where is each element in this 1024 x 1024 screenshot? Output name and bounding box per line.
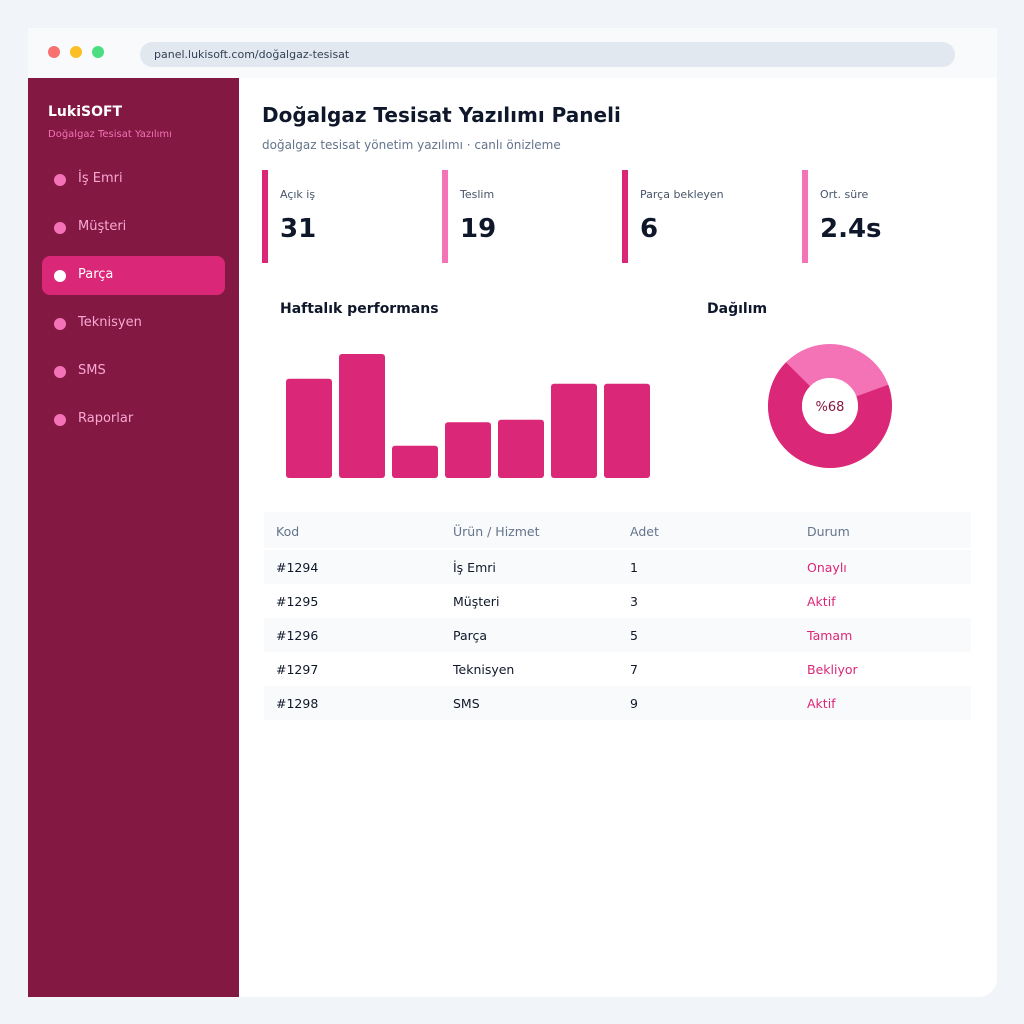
donut-hole <box>802 378 858 434</box>
table-header: Kod Ürün / Hizmet Adet Durum <box>264 512 971 548</box>
nav-label: Parça <box>78 267 114 282</box>
table-row[interactable]: #1295 Müşteri 3 Aktif <box>264 584 971 618</box>
chart-title: Dağılım <box>707 301 768 317</box>
page-title: Doğalgaz Tesisat Yazılımı Paneli <box>262 103 621 127</box>
table-cell: #1297 <box>276 662 319 677</box>
stat-label: Açık iş <box>280 188 316 201</box>
nav-icon <box>54 270 66 282</box>
nav-item[interactable]: Parça <box>42 256 225 295</box>
stat-label: Ort. süre <box>820 188 869 201</box>
nav-item[interactable]: SMS <box>42 352 225 391</box>
nav-item[interactable]: Teknisyen <box>42 304 225 343</box>
stat-value: 31 <box>280 214 317 244</box>
column-header: Durum <box>807 524 850 539</box>
nav-item[interactable]: Müşteri <box>42 208 225 247</box>
url-bar[interactable]: panel.lukisoft.com/doğalgaz-tesisat <box>140 42 955 67</box>
column-header: Adet <box>630 524 659 539</box>
sidebar: LukiSOFT Doğalgaz Tesisat Yazılımı İş Em… <box>28 78 239 997</box>
donut-slice <box>768 362 892 468</box>
table-row[interactable]: #1297 Teknisyen 7 Bekliyor <box>264 652 971 686</box>
nav-item[interactable]: İş Emri <box>42 160 225 199</box>
table-cell: #1295 <box>276 594 319 609</box>
nav-item[interactable]: Raporlar <box>42 400 225 439</box>
table-cell: 7 <box>630 662 638 677</box>
table-cell: SMS <box>453 696 480 711</box>
page-subtitle: doğalgaz tesisat yönetim yazılımı · canl… <box>262 138 561 152</box>
column-header: Ürün / Hizmet <box>453 524 540 539</box>
stat-card: Teslim 19 <box>442 170 612 263</box>
bar <box>339 354 385 478</box>
brand: LukiSOFT <box>48 104 123 120</box>
table-row[interactable]: #1298 SMS 9 Aktif <box>264 686 971 720</box>
bar <box>498 419 544 478</box>
table-cell: Aktif <box>807 594 836 609</box>
browser-window: panel.lukisoft.com/doğalgaz-tesisat Luki… <box>28 28 997 997</box>
nav-label: İş Emri <box>78 171 123 186</box>
table-cell: Teknisyen <box>453 662 515 677</box>
nav-label: Raporlar <box>78 411 134 426</box>
browser-bar: panel.lukisoft.com/doğalgaz-tesisat <box>28 28 997 78</box>
nav-label: SMS <box>78 363 106 378</box>
column-header: Kod <box>276 524 300 539</box>
nav-label: Müşteri <box>78 219 127 234</box>
stat-value: 2.4s <box>820 214 882 244</box>
nav-icon <box>54 222 66 234</box>
table-cell: Bekliyor <box>807 662 858 677</box>
bar <box>392 445 438 478</box>
stat-card: Ort. süre 2.4s <box>802 170 972 263</box>
table-cell: Aktif <box>807 696 836 711</box>
stat-card: Parça bekleyen 6 <box>622 170 792 263</box>
table-cell: 5 <box>630 628 638 643</box>
stat-value: 19 <box>460 214 497 244</box>
chart-title: Haftalık performans <box>280 301 439 317</box>
bar <box>445 422 491 478</box>
table-cell: Tamam <box>807 628 853 643</box>
table-cell: #1298 <box>276 696 319 711</box>
table-cell: İş Emri <box>453 560 496 575</box>
stat-label: Parça bekleyen <box>640 188 724 201</box>
bar <box>551 383 597 478</box>
table-cell: 3 <box>630 594 638 609</box>
table-cell: Müşteri <box>453 594 500 609</box>
stat-label: Teslim <box>460 188 495 201</box>
donut-chart: %68 <box>768 344 892 468</box>
nav-icon <box>54 174 66 186</box>
stat-value: 6 <box>640 214 659 244</box>
table-cell: 9 <box>630 696 638 711</box>
nav-label: Teknisyen <box>78 315 142 330</box>
table-row[interactable]: #1294 İş Emri 1 Onaylı <box>264 550 971 584</box>
nav-icon <box>54 318 66 330</box>
donut-label: %68 <box>816 400 845 415</box>
table-cell: Parça <box>453 628 488 643</box>
table-cell: 1 <box>630 560 638 575</box>
table-cell: #1294 <box>276 560 319 575</box>
bar-chart <box>286 354 650 478</box>
maximize-button[interactable] <box>92 46 104 58</box>
bar <box>604 383 650 478</box>
close-button[interactable] <box>48 46 60 58</box>
minimize-button[interactable] <box>70 46 82 58</box>
nav-icon <box>54 366 66 378</box>
table: Kod Ürün / Hizmet Adet Durum #1294 İş Emri 1 On… <box>264 512 971 720</box>
brand-subtitle: Doğalgaz Tesisat Yazılımı <box>48 129 172 140</box>
stat-card: Açık iş 31 <box>262 170 432 263</box>
bar <box>286 378 332 478</box>
table-row[interactable]: #1296 Parça 5 Tamam <box>264 618 971 652</box>
table-cell: Onaylı <box>807 560 847 575</box>
table-cell: #1296 <box>276 628 319 643</box>
nav-icon <box>54 414 66 426</box>
